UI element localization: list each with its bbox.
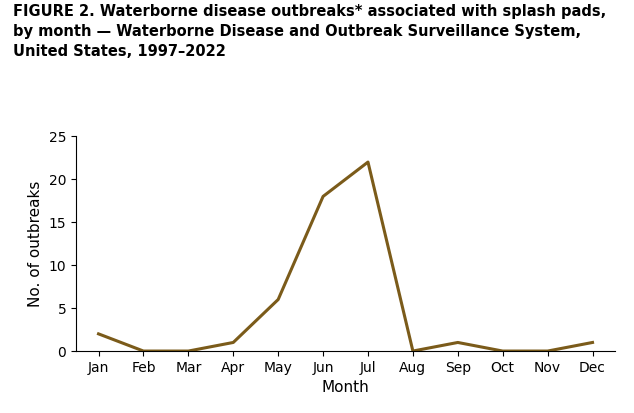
X-axis label: Month: Month	[321, 380, 370, 395]
Text: FIGURE 2. Waterborne disease outbreaks* associated with splash pads,
by month — : FIGURE 2. Waterborne disease outbreaks* …	[13, 4, 606, 59]
Y-axis label: No. of outbreaks: No. of outbreaks	[28, 180, 43, 307]
